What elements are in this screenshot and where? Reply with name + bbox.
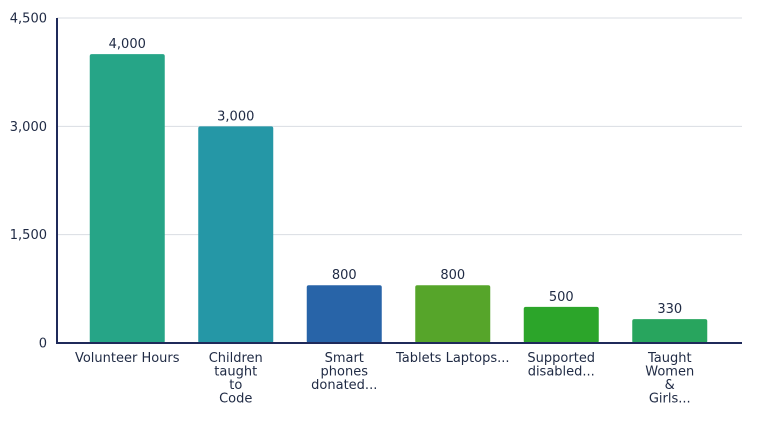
y-tick-label: 4,500 bbox=[10, 12, 47, 27]
bar-value-label: 800 bbox=[332, 268, 357, 283]
category-label: Smart phones donated... bbox=[311, 351, 377, 393]
bar-value-label: 330 bbox=[657, 302, 682, 317]
bar bbox=[306, 285, 382, 343]
axes bbox=[56, 18, 742, 344]
bars bbox=[89, 54, 708, 343]
bar-value-label: 3,000 bbox=[217, 109, 254, 124]
category-label: Supported disabled... bbox=[527, 351, 595, 380]
bar bbox=[415, 285, 491, 343]
bar bbox=[89, 54, 165, 343]
y-axis-ticks: 0 1,500 3,000 4,500 bbox=[10, 12, 47, 352]
category-label: Volunteer Hours bbox=[75, 351, 180, 366]
bar-value-label: 800 bbox=[440, 268, 465, 283]
data-labels: 4,000 3,000 800 800 500 330 bbox=[109, 37, 683, 317]
category-labels: Volunteer Hours Children taught to Code Smart… bbox=[75, 351, 694, 407]
y-tick-label: 3,000 bbox=[10, 120, 47, 135]
category-label: Taught Women & Girls... bbox=[645, 351, 694, 407]
category-label: Tablets Laptops... bbox=[395, 351, 510, 366]
category-label: Children taught to Code bbox=[209, 351, 263, 407]
bar-value-label: 500 bbox=[549, 290, 574, 305]
y-tick-label: 1,500 bbox=[10, 228, 47, 243]
bar bbox=[632, 319, 708, 343]
gridlines bbox=[57, 17, 742, 236]
bar bbox=[523, 306, 599, 343]
bar-value-label: 4,000 bbox=[109, 37, 146, 52]
bar bbox=[198, 126, 274, 343]
y-tick-label: 0 bbox=[39, 337, 47, 352]
